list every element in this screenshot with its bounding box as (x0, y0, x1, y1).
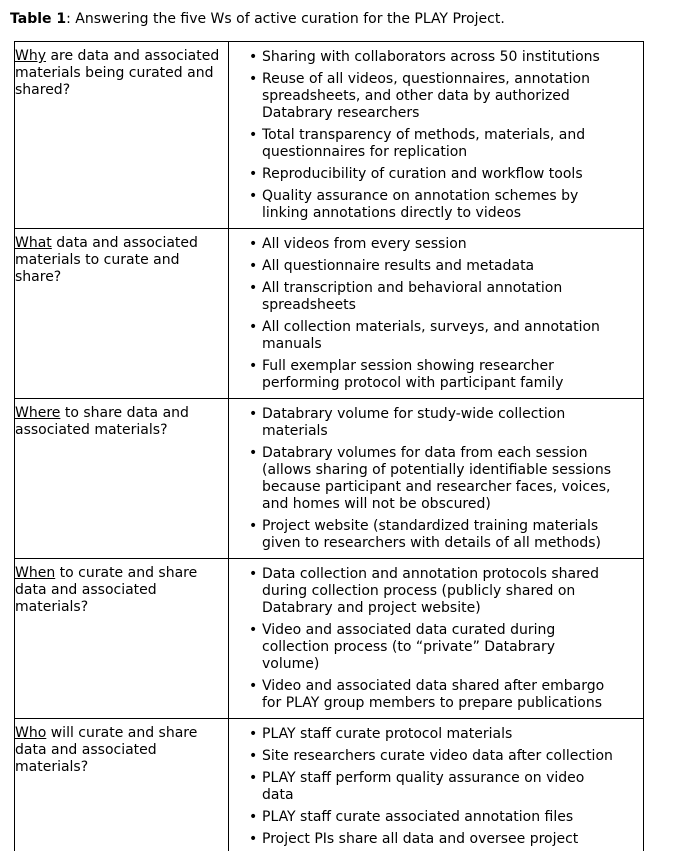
bullet-item: Full exemplar session showing researcher… (248, 358, 616, 392)
question-cell: When to curate and share data and associ… (14, 558, 229, 719)
bullet-list: PLAY staff curate protocol materials Sit… (229, 725, 643, 848)
answer-cell: All videos from every session All questi… (228, 228, 644, 399)
bullet-item: Video and associated data curated during… (248, 622, 616, 673)
bullet-item: PLAY staff curate associated annotation … (248, 809, 616, 826)
bullet-list: Data collection and annotation protocols… (229, 565, 643, 712)
bullet-item: Reproducibility of curation and workflow… (248, 166, 616, 183)
bullet-item: PLAY staff curate protocol materials (248, 726, 616, 743)
bullet-item: All transcription and behavioral annotat… (248, 280, 616, 314)
bullet-item: Site researchers curate video data after… (248, 748, 616, 765)
bullet-item: All videos from every session (248, 236, 616, 253)
bullet-list: Databrary volume for study-wide collecti… (229, 405, 643, 552)
table-caption-text: : Answering the five Ws of active curati… (66, 11, 505, 27)
question-cell: Where to share data and associated mater… (14, 398, 229, 559)
table-row: When to curate and share data and associ… (14, 558, 644, 719)
bullet-item: Video and associated data shared after e… (248, 678, 616, 712)
bullet-item: All questionnaire results and metadata (248, 258, 616, 275)
answer-cell: Sharing with collaborators across 50 ins… (228, 41, 644, 229)
table-row: What data and associated materials to cu… (14, 228, 644, 399)
bullet-item: Data collection and annotation protocols… (248, 566, 616, 617)
table-row: Who will curate and share data and assoc… (14, 718, 644, 851)
bullet-item: All collection materials, surveys, and a… (248, 319, 616, 353)
table-body: Why are data and associated materials be… (14, 41, 644, 851)
answer-cell: Data collection and annotation protocols… (228, 558, 644, 719)
bullet-item: Project website (standardized training m… (248, 518, 616, 552)
question-cell: Who will curate and share data and assoc… (14, 718, 229, 851)
question-word: Where (15, 405, 61, 421)
question-cell: Why are data and associated materials be… (14, 41, 229, 229)
table-row: Why are data and associated materials be… (14, 41, 644, 229)
bullet-list: Sharing with collaborators across 50 ins… (229, 48, 643, 222)
question-word: What (15, 235, 52, 251)
table-caption: Table 1: Answering the five Ws of active… (10, 10, 674, 28)
bullet-item: Project PIs share all data and oversee p… (248, 831, 616, 848)
table-caption-label: Table 1 (10, 11, 67, 27)
bullet-item: Quality assurance on annotation schemes … (248, 188, 616, 222)
bullet-item: Reuse of all videos, questionnaires, ann… (248, 71, 616, 122)
bullet-item: Databrary volume for study-wide collecti… (248, 406, 616, 440)
answer-cell: PLAY staff curate protocol materials Sit… (228, 718, 644, 851)
question-cell: What data and associated materials to cu… (14, 228, 229, 399)
question-rest: are data and associated materials being … (15, 48, 220, 98)
question-rest: to share data and associated materials? (15, 405, 189, 438)
bullet-item: Sharing with collaborators across 50 ins… (248, 49, 616, 66)
bullet-list: All videos from every session All questi… (229, 235, 643, 392)
question-rest: data and associated materials to curate … (15, 235, 198, 285)
bullet-item: Databrary volumes for data from each ses… (248, 445, 616, 513)
five-ws-table: Why are data and associated materials be… (14, 41, 644, 851)
question-word: Why (15, 48, 47, 64)
question-word: Who (15, 725, 47, 741)
question-rest: will curate and share data and associate… (15, 725, 198, 775)
answer-cell: Databrary volume for study-wide collecti… (228, 398, 644, 559)
bullet-item: PLAY staff perform quality assurance on … (248, 770, 616, 804)
bullet-item: Total transparency of methods, materials… (248, 127, 616, 161)
question-word: When (15, 565, 56, 581)
table-row: Where to share data and associated mater… (14, 398, 644, 559)
question-rest: to curate and share data and associated … (15, 565, 198, 615)
